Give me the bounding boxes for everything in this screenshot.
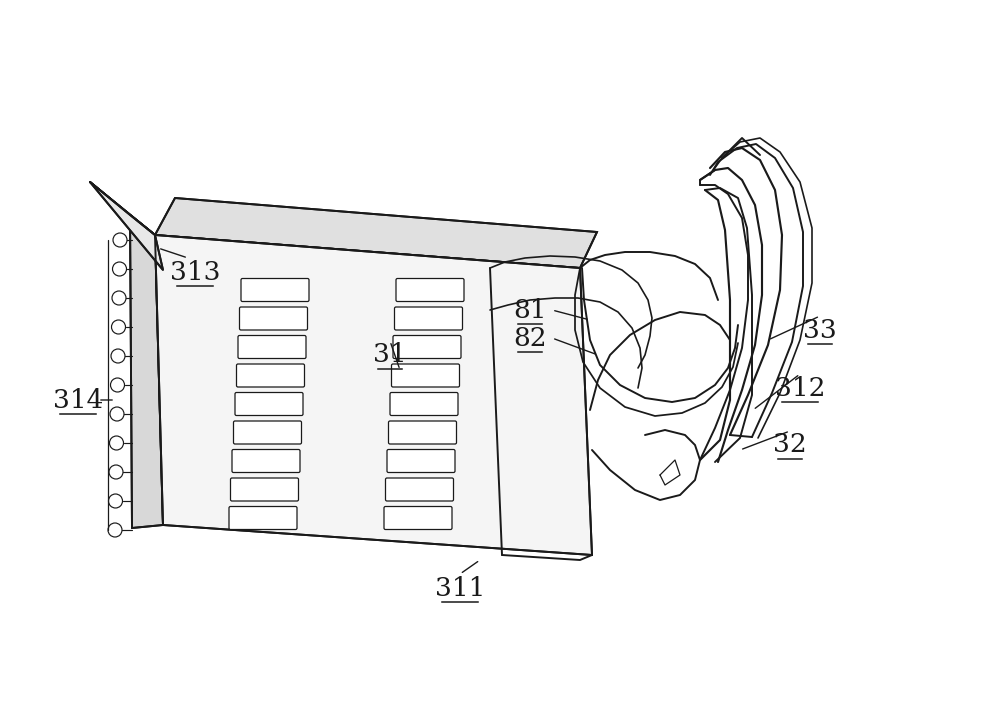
FancyBboxPatch shape <box>386 478 454 501</box>
Polygon shape <box>155 198 597 268</box>
FancyBboxPatch shape <box>388 421 456 444</box>
FancyBboxPatch shape <box>390 393 458 415</box>
Text: 82: 82 <box>513 325 547 351</box>
Polygon shape <box>155 235 592 555</box>
FancyBboxPatch shape <box>392 364 460 387</box>
FancyBboxPatch shape <box>393 335 461 359</box>
Text: 33: 33 <box>803 317 837 343</box>
FancyBboxPatch shape <box>237 364 304 387</box>
FancyBboxPatch shape <box>238 335 306 359</box>
Text: 81: 81 <box>513 298 547 322</box>
Text: 312: 312 <box>775 375 825 401</box>
FancyBboxPatch shape <box>235 393 303 415</box>
FancyBboxPatch shape <box>230 478 298 501</box>
FancyBboxPatch shape <box>387 449 455 473</box>
FancyBboxPatch shape <box>234 421 302 444</box>
FancyBboxPatch shape <box>394 307 462 330</box>
FancyBboxPatch shape <box>232 449 300 473</box>
Text: 31: 31 <box>373 343 407 367</box>
Text: 311: 311 <box>435 576 485 600</box>
Text: 32: 32 <box>773 433 807 457</box>
Polygon shape <box>90 182 155 235</box>
FancyBboxPatch shape <box>384 507 452 529</box>
Polygon shape <box>130 215 163 528</box>
FancyBboxPatch shape <box>241 279 309 301</box>
Text: 314: 314 <box>53 388 103 412</box>
Text: 313: 313 <box>170 259 220 285</box>
FancyBboxPatch shape <box>240 307 308 330</box>
Polygon shape <box>90 182 163 270</box>
FancyBboxPatch shape <box>229 507 297 529</box>
FancyBboxPatch shape <box>396 279 464 301</box>
